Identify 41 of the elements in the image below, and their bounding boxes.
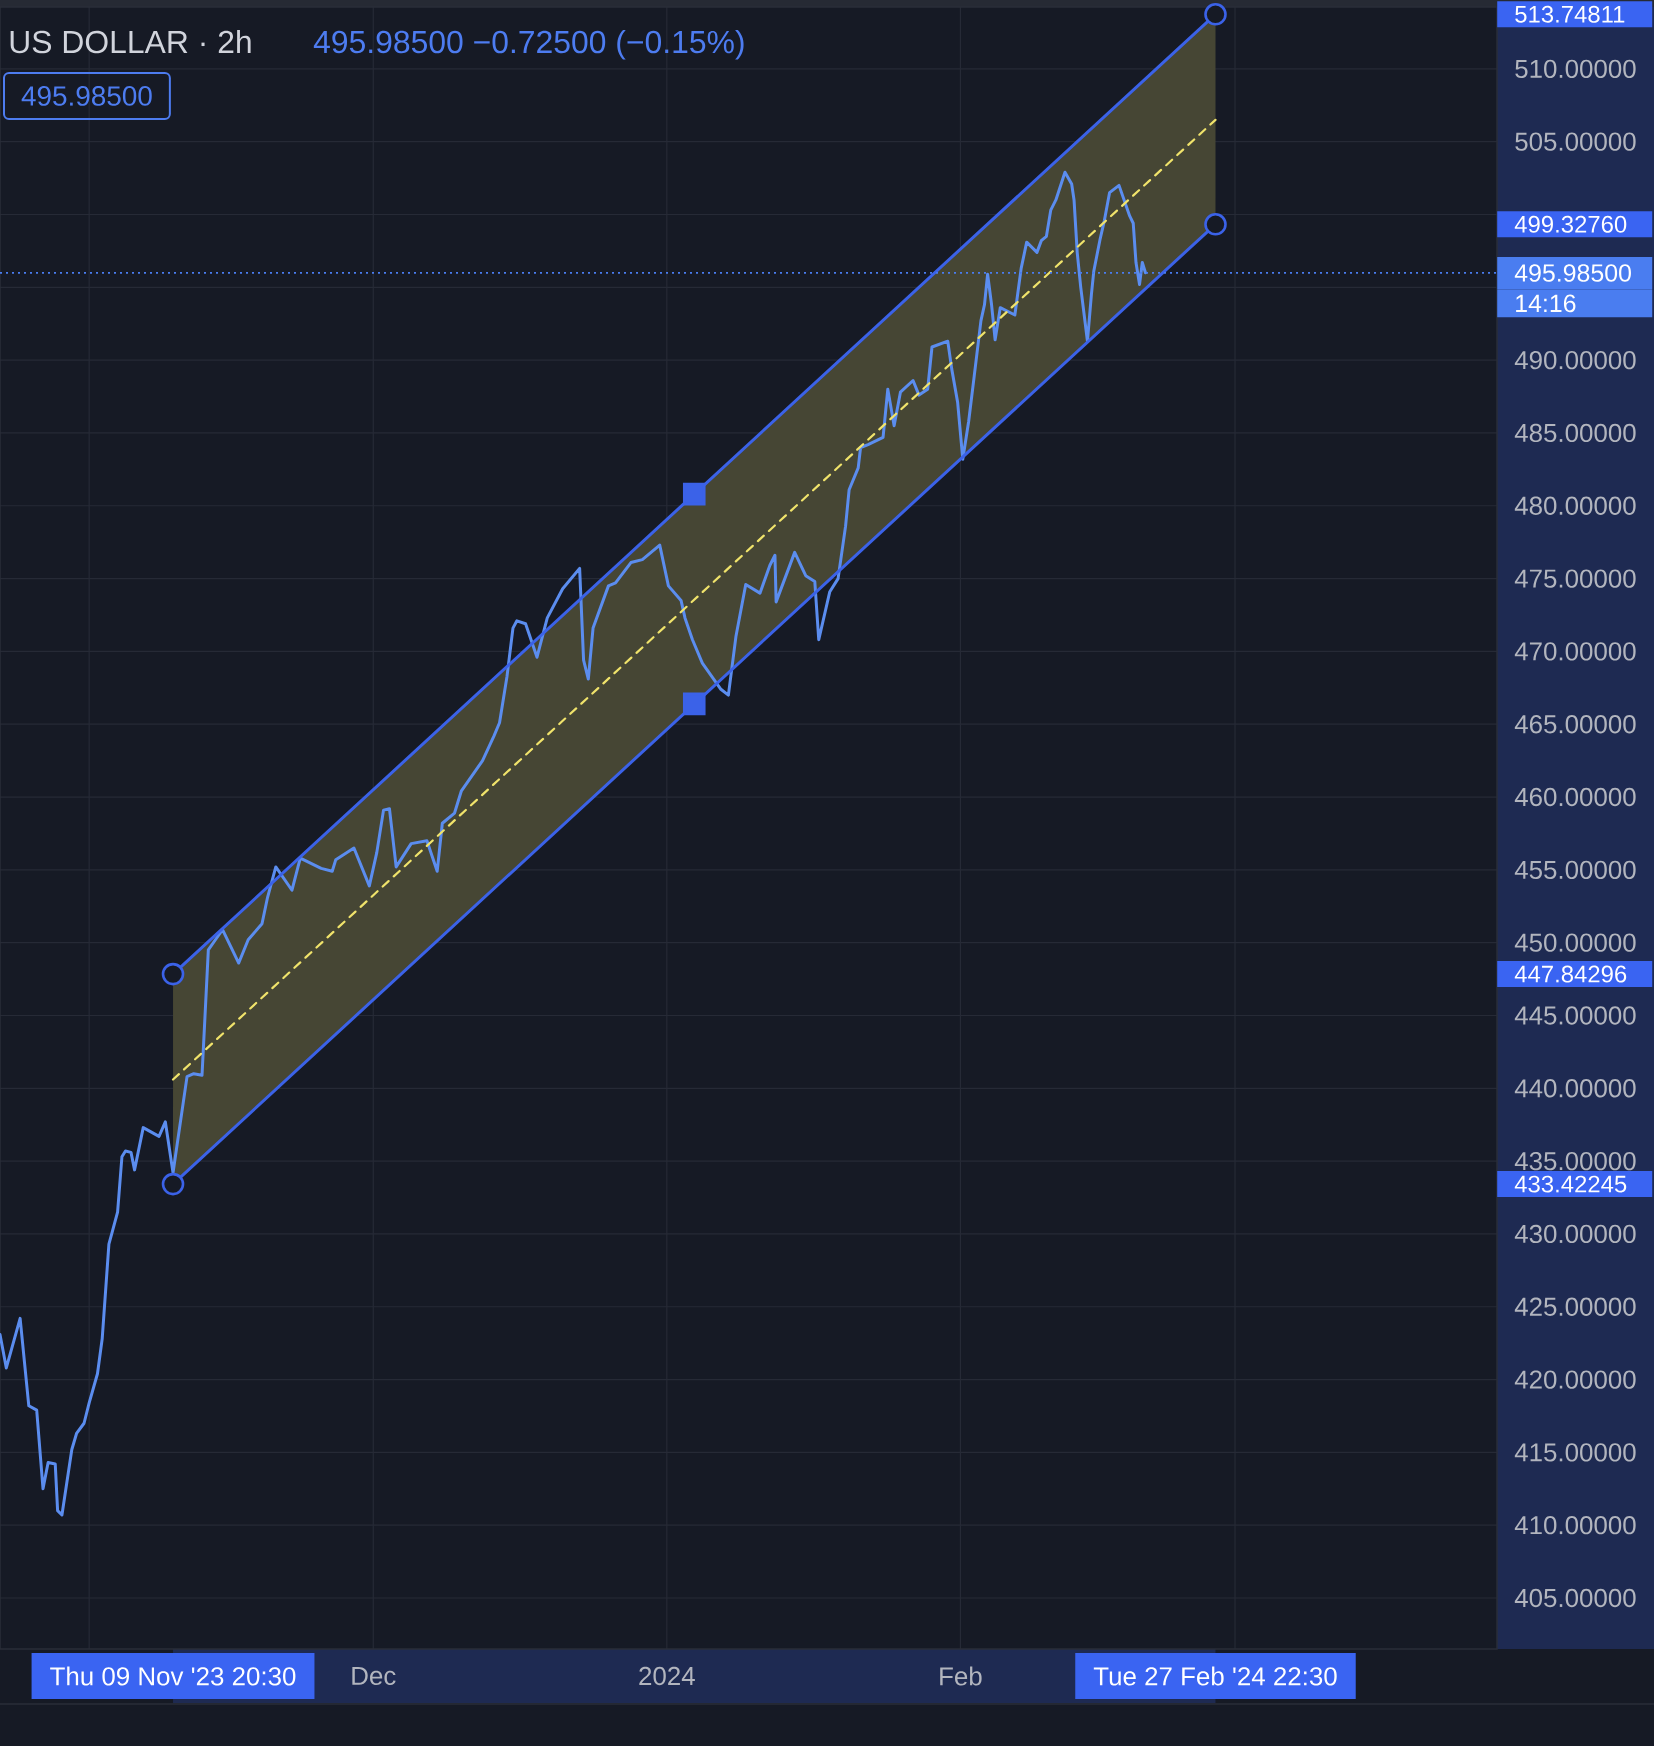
y-tick-label: 510.00000 xyxy=(1515,59,1636,79)
y-tick-label: 475.00000 xyxy=(1514,569,1636,588)
point xyxy=(682,482,706,506)
y-tick-label: 450.00000 xyxy=(1514,933,1636,952)
point xyxy=(1204,2,1227,26)
y-tick-label: 440.00000 xyxy=(1514,1079,1636,1098)
y-tick-label: 435.00000 xyxy=(1514,1151,1636,1171)
y-tick-label: 470.00000 xyxy=(1514,642,1636,661)
annotation: 495.98500 xyxy=(21,86,152,106)
y-tick-label: 447.84296 xyxy=(1514,965,1627,983)
y-tick-label: 433.42245 xyxy=(1514,1175,1627,1193)
y-tick-label: 490.00000 xyxy=(1514,350,1636,370)
text: US DOLLAR · 2h xyxy=(10,29,251,54)
text: 14:16 xyxy=(1516,294,1576,313)
y-tick-label: 405.00000 xyxy=(1514,1588,1636,1608)
ref-line-label: 495.98500 xyxy=(1514,264,1631,282)
point xyxy=(161,1172,185,1196)
x-tick-label: Thu 09 Nov '23 20:30 xyxy=(50,1666,296,1686)
y-tick-label: 513.74811 xyxy=(1515,5,1625,23)
y-tick-label: 430.00000 xyxy=(1514,1224,1636,1244)
y-tick-label: 505.00000 xyxy=(1515,132,1636,151)
x-tick-label: Feb xyxy=(940,1666,982,1686)
y-tick-label: 410.00000 xyxy=(1514,1516,1636,1535)
y-tick-label: 425.00000 xyxy=(1514,1297,1636,1316)
y-tick-label: 415.00000 xyxy=(1514,1443,1636,1462)
point xyxy=(161,962,185,986)
x-tick-label: Dec xyxy=(352,1666,396,1686)
y-tick-label: 460.00000 xyxy=(1514,787,1636,807)
y-tick-label: 485.00000 xyxy=(1514,423,1636,443)
point xyxy=(682,692,706,716)
point xyxy=(1204,212,1227,236)
line-series xyxy=(0,170,1147,1517)
x-tick-label: 2024 xyxy=(639,1666,695,1686)
y-tick-label: 445.00000 xyxy=(1514,1006,1636,1025)
y-tick-label: 499.32760 xyxy=(1514,215,1627,233)
y-tick-label: 420.00000 xyxy=(1514,1370,1636,1389)
x-tick-label: Tue 27 Feb '24 22:30 xyxy=(1093,1666,1337,1686)
y-tick-label: 480.00000 xyxy=(1514,496,1636,515)
text: 495.98500 −0.72500 (−0.15%) xyxy=(313,29,744,60)
y-tick-label: 455.00000 xyxy=(1514,860,1636,880)
y-tick-label: 465.00000 xyxy=(1514,715,1636,734)
